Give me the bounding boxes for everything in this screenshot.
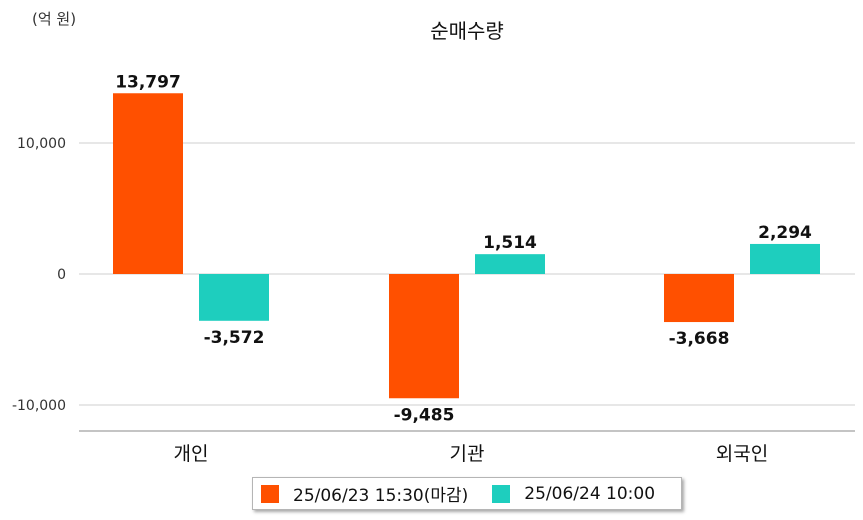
data-label-series-1-0: 13,797	[115, 72, 181, 92]
y-tick-label: 10,000	[17, 136, 66, 152]
data-label-series-1-2: -3,668	[669, 329, 730, 349]
data-label-series-2-2: 2,294	[758, 223, 812, 243]
data-label-series-1-1: -9,485	[394, 405, 455, 425]
x-tick-label: 개인	[174, 443, 209, 465]
x-tick-label: 기관	[450, 443, 485, 465]
x-tick-label: 외국인	[716, 443, 768, 465]
legend-label-series-2: 25/06/24 10:00	[524, 483, 656, 504]
bar-series-1-2[interactable]	[664, 274, 734, 323]
bar-series-1-1[interactable]	[389, 274, 459, 399]
unit-label: (억 원)	[32, 10, 76, 28]
bar-series-2-1[interactable]	[475, 254, 545, 274]
legend: 25/06/23 15:30(마감) 25/06/24 10:00	[252, 477, 682, 510]
legend-item-series-1[interactable]: 25/06/23 15:30(마감)	[261, 481, 468, 506]
y-tick-label: -10,000	[12, 398, 66, 414]
legend-swatch-series-2	[492, 484, 511, 503]
data-label-series-2-0: -3,572	[204, 328, 265, 348]
bar-series-2-0[interactable]	[199, 274, 269, 321]
legend-label-series-1: 25/06/23 15:30(마감)	[293, 486, 469, 506]
y-tick-label: 0	[57, 267, 66, 283]
bar-series-1-0[interactable]	[113, 93, 183, 274]
legend-item-series-2[interactable]: 25/06/24 10:00	[492, 484, 655, 504]
legend-swatch-series-1	[261, 484, 279, 503]
bar-series-2-2[interactable]	[750, 243, 820, 274]
chart-title: 순매수량	[430, 19, 504, 43]
data-label-series-2-1: 1,514	[483, 233, 537, 253]
bar-chart: (억 원) 순매수량 10,000 0 -10,000 13,797 -3,572 개인 -…	[12, 10, 855, 465]
